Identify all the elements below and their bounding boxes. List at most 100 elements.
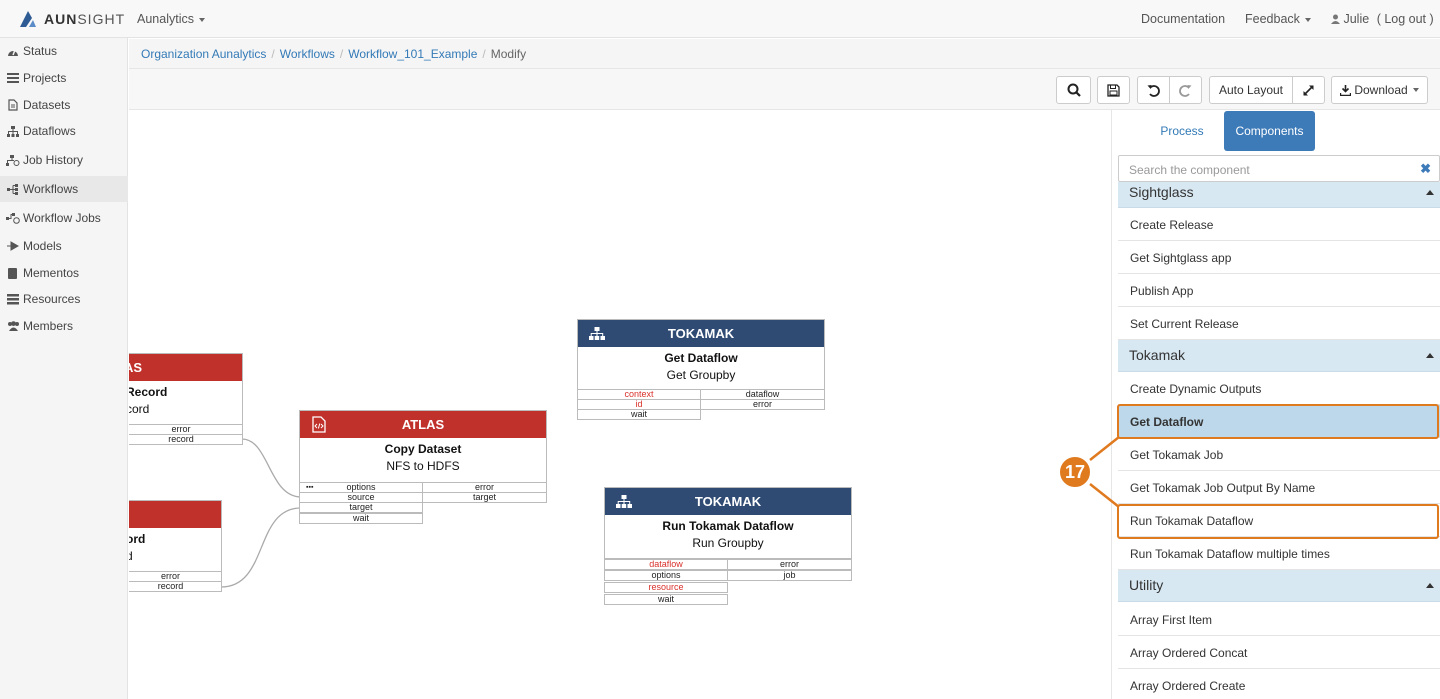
connection-line <box>241 438 302 498</box>
logo-text-light: SIGHT <box>77 11 126 27</box>
org-dropdown[interactable]: Aunalytics <box>137 12 205 26</box>
component-item[interactable]: Get Tokamak Job Output By Name <box>1118 471 1440 504</box>
node-header: TOKAMAK <box>578 320 824 347</box>
sidebar-item-label: Workflow Jobs <box>23 211 101 225</box>
workflow-node-copy-dataset[interactable]: ATLAS Copy Dataset NFS to HDFS ▪▪▪ option… <box>299 410 547 524</box>
org-dropdown-label: Aunalytics <box>137 12 194 26</box>
port-resource[interactable]: resource <box>604 582 728 593</box>
sidebar-item-models[interactable]: Models <box>0 233 128 259</box>
node-header-label: ATLAS <box>401 417 445 432</box>
node-subtitle: Get Groupby <box>666 368 736 382</box>
group-name: Tokamak <box>1129 347 1186 363</box>
sidebar-item-label: Projects <box>23 71 67 85</box>
port-error[interactable]: error <box>727 559 852 570</box>
sidebar-item-label: Models <box>23 239 62 253</box>
breadcrumb-current: Modify <box>490 47 527 61</box>
logout-link[interactable]: ( Log out ) <box>1376 12 1434 26</box>
workflow-node-record-1[interactable]: AS Record cord error record <box>129 353 243 445</box>
port-wait[interactable]: wait <box>604 594 728 605</box>
search-button[interactable] <box>1056 76 1091 104</box>
breadcrumb-separator: / <box>271 47 275 61</box>
group-name: Utility <box>1129 577 1164 593</box>
sidebar-item-workflows[interactable]: Workflows <box>0 176 128 202</box>
port-options[interactable]: options <box>604 570 728 581</box>
breadcrumb-separator: / <box>339 47 344 61</box>
group-header-tokamak[interactable]: Tokamak <box>1118 340 1440 372</box>
download-dropdown[interactable]: Download <box>1331 76 1428 104</box>
sidebar-item-resources[interactable]: Resources <box>0 286 128 312</box>
component-item[interactable]: Array Ordered Concat <box>1118 636 1440 669</box>
redo-button[interactable] <box>1169 76 1202 104</box>
connection-line <box>220 507 302 588</box>
sidebar-item-mementos[interactable]: Mementos <box>0 260 128 286</box>
port-error[interactable]: error <box>700 399 825 410</box>
port-target-out[interactable]: target <box>422 492 547 503</box>
component-item[interactable]: Create Dynamic Outputs <box>1118 372 1440 405</box>
save-button[interactable] <box>1097 76 1130 104</box>
component-item[interactable]: Set Current Release <box>1118 307 1440 340</box>
sidebar-item-datasets[interactable]: Datasets <box>0 92 128 118</box>
documentation-link[interactable]: Documentation <box>1141 12 1226 26</box>
sidebar-item-members[interactable]: Members <box>0 313 128 339</box>
workflow-node-record-2[interactable]: ord d error record <box>129 500 222 592</box>
component-item[interactable]: Run Tokamak Dataflow <box>1118 504 1440 537</box>
component-item[interactable]: Run Tokamak Dataflow multiple times <box>1118 537 1440 570</box>
workflow-canvas[interactable]: AS Record cord error record ord d error … <box>129 110 1111 699</box>
search-placeholder: Search the component <box>1129 163 1250 177</box>
port-record[interactable]: record <box>129 434 243 445</box>
port-job[interactable]: job <box>727 570 852 581</box>
chevron-up-icon <box>1426 583 1434 588</box>
workflow-node-get-dataflow[interactable]: TOKAMAK Get Dataflow Get Groupby context… <box>577 319 825 420</box>
sidebar-item-projects[interactable]: Projects <box>0 65 128 91</box>
sidebar-item-job-history[interactable]: Job History <box>0 147 128 173</box>
sidebar-item-label: Resources <box>23 292 81 306</box>
breadcrumb-workflows[interactable]: Workflows <box>279 47 335 61</box>
port-target[interactable]: target <box>299 502 423 513</box>
port-wait[interactable]: wait <box>577 409 701 420</box>
node-header: TOKAMAK <box>605 488 851 515</box>
sidebar-item-dataflows[interactable]: Dataflows <box>0 118 128 144</box>
logo[interactable]: AUNSIGHT <box>18 9 125 29</box>
component-item[interactable]: Array First Item <box>1118 603 1440 636</box>
group-header-utility[interactable]: Utility <box>1118 570 1440 602</box>
user-menu[interactable]: Julie ( Log out ) <box>1331 12 1434 26</box>
workflow-toolbar: Auto Layout Download <box>129 69 1440 110</box>
redo-icon <box>1179 84 1192 97</box>
chevron-down-icon <box>198 17 205 22</box>
sidebar: Status Projects Datasets Dataflows Job H… <box>0 38 128 699</box>
component-item[interactable]: Create Release <box>1118 208 1440 241</box>
auto-layout-button[interactable]: Auto Layout <box>1209 76 1293 104</box>
download-label: Download <box>1354 83 1408 97</box>
tab-process[interactable]: Process <box>1160 124 1204 138</box>
workflow-node-run-tokamak-dataflow[interactable]: TOKAMAK Run Tokamak Dataflow Run Groupby… <box>604 487 852 605</box>
port-wait[interactable]: wait <box>299 513 423 524</box>
node-title: ord <box>129 532 146 546</box>
tab-components[interactable]: Components <box>1224 111 1315 151</box>
node-subtitle: Run Groupby <box>692 536 764 550</box>
feedback-dropdown[interactable]: Feedback <box>1245 12 1311 26</box>
fullscreen-button[interactable] <box>1292 76 1325 104</box>
port-dataflow[interactable]: dataflow <box>604 559 728 570</box>
group-name: Sightglass <box>1129 184 1194 200</box>
sidebar-item-status[interactable]: Status <box>0 38 128 64</box>
node-header-label: TOKAMAK <box>694 494 762 509</box>
component-item-selected[interactable]: Get Dataflow <box>1118 405 1440 438</box>
component-item[interactable]: Publish App <box>1118 274 1440 307</box>
close-icon[interactable]: ✖ <box>1420 161 1431 176</box>
component-item[interactable]: Get Sightglass app <box>1118 241 1440 274</box>
component-item[interactable]: Array Ordered Create <box>1118 669 1440 699</box>
sidebar-item-label: Job History <box>23 153 84 167</box>
workflow-jobs-icon <box>6 212 20 224</box>
sidebar-item-label: Members <box>23 319 74 333</box>
sidebar-item-workflow-jobs[interactable]: Workflow Jobs <box>0 205 128 231</box>
node-title: Get Dataflow <box>664 351 738 365</box>
group-header-sightglass[interactable]: Sightglass <box>1118 182 1440 208</box>
component-item[interactable]: Get Tokamak Job <box>1118 438 1440 471</box>
undo-button[interactable] <box>1137 76 1170 104</box>
breadcrumb-workflow[interactable]: Workflow_101_Example <box>348 47 478 61</box>
annotation-callout-badge: 17 <box>1058 455 1092 489</box>
port-record[interactable]: record <box>129 581 222 592</box>
code-file-icon <box>312 416 326 433</box>
breadcrumb-organization[interactable]: Organization Aunalytics <box>141 47 267 61</box>
component-search-input[interactable]: Search the component ✖ <box>1118 155 1440 182</box>
